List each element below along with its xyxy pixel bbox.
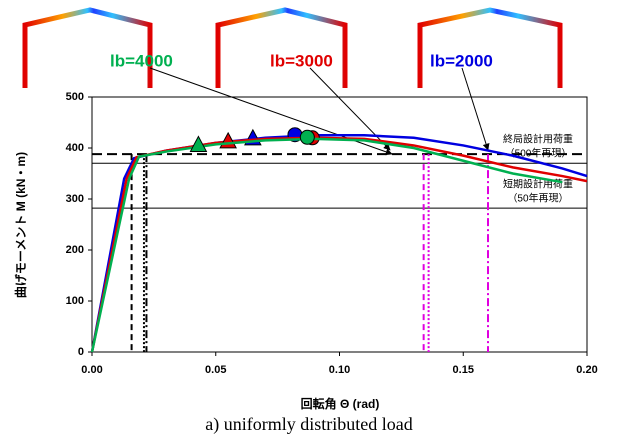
y-tick-label: 100 <box>66 295 84 307</box>
y-tick-label: 300 <box>66 193 84 205</box>
x-tick-label: 0.10 <box>329 364 350 376</box>
legend-label: lb=2000 <box>430 51 493 70</box>
annotation: 短期設計用荷重 <box>503 178 573 191</box>
chart: 回転角 Θ (rad) 曲げモーメント M (kN・m) a) uniforml… <box>0 0 618 438</box>
x-tick-label: 0.15 <box>453 364 474 376</box>
y-tick-label: 400 <box>66 142 84 154</box>
series-line <box>92 138 587 352</box>
legend-label: lb=4000 <box>110 51 173 70</box>
y-tick-label: 200 <box>66 244 84 256</box>
x-axis-label: 回転角 Θ (rad) <box>301 396 380 411</box>
series-line <box>92 139 562 352</box>
x-tick-label: 0.05 <box>205 364 226 376</box>
circle-marker <box>300 130 314 144</box>
annotation: （50年再現） <box>507 192 568 205</box>
y-tick-label: 500 <box>66 91 84 103</box>
y-tick-label: 0 <box>78 346 84 358</box>
caption: a) uniformly distributed load <box>205 414 412 435</box>
x-tick-label: 0.20 <box>576 364 597 376</box>
x-tick-label: 0.00 <box>81 364 102 376</box>
legend-label: lb=3000 <box>270 51 333 70</box>
annotation: 終局設計用荷重 <box>503 133 573 146</box>
frame-icons <box>25 10 560 88</box>
y-axis-label: 曲げモーメント M (kN・m) <box>13 152 28 298</box>
